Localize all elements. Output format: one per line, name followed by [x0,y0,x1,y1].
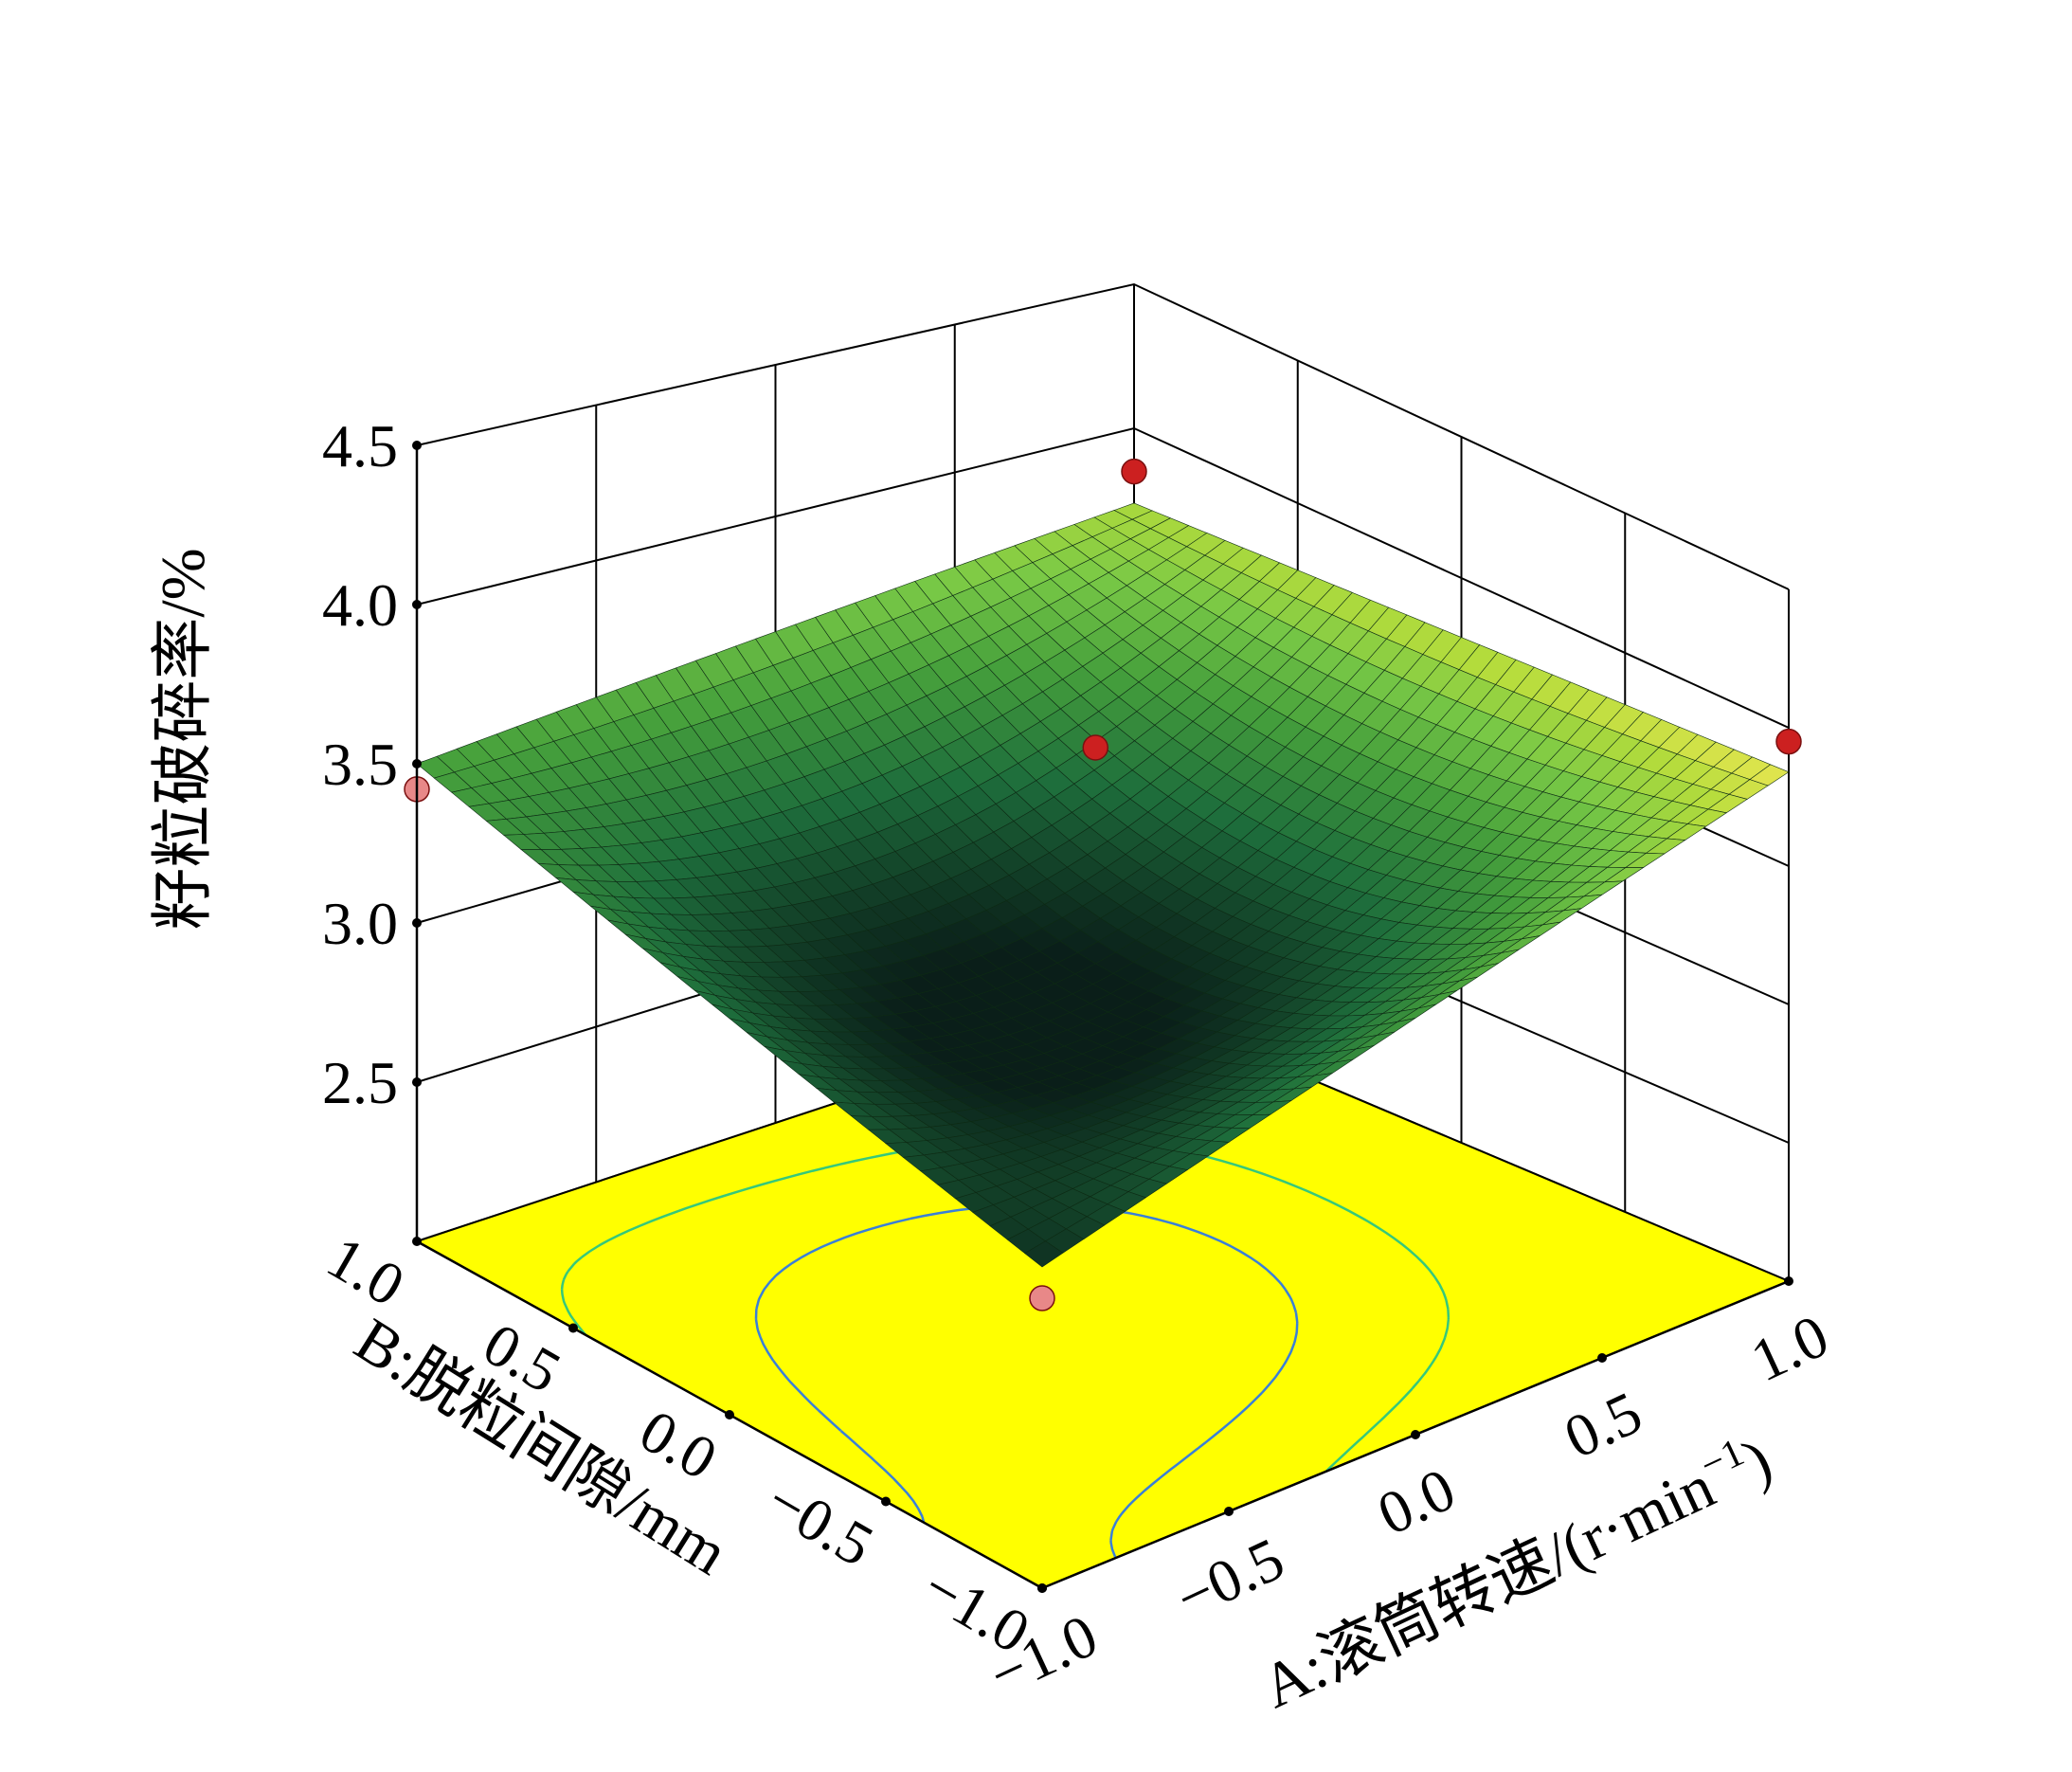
z-tick-dot [412,1077,422,1087]
b-tick-label: 1.0 [316,1223,416,1319]
b-tick-dot [568,1323,578,1333]
z-tick-dot [412,759,422,768]
b-tick-dot [412,1237,422,1246]
surface-cell [1024,1240,1064,1268]
z-axis-title: 籽粒破碎率/% [149,548,218,930]
response-surface [416,502,1790,1268]
design-point [1121,458,1147,485]
design-point [1775,728,1802,755]
design-points [404,458,1802,1311]
z-tick-label: 4.0 [322,571,398,639]
a-tick-dot [1224,1507,1234,1516]
a-tick-dot [1037,1583,1047,1593]
z-tick-dot [412,600,422,609]
z-tick-dot [412,918,422,928]
z-tick-label: 3.5 [322,731,398,798]
design-point [1082,734,1108,761]
design-point [1029,1285,1055,1311]
a-tick-dot [1784,1276,1793,1286]
a-tick-label: 0.0 [1368,1455,1466,1547]
a-axis-title-main: A:滚筒转速/(r·min [1252,1452,1724,1722]
z-tick-label: 2.5 [322,1049,398,1116]
b-tick-dot [725,1410,734,1419]
a-tick-label: 0.5 [1555,1378,1652,1471]
z-tick-dot [412,441,422,450]
axes [412,441,1793,1593]
a-tick-dot [1411,1430,1420,1439]
z-tick-label: 3.0 [322,890,398,957]
a-tick-dot [1597,1353,1607,1363]
z-tick-label: 4.5 [322,412,398,479]
a-tick-label: 1.0 [1741,1301,1839,1394]
b-tick-dot [881,1496,891,1507]
a-tick-label: −0.5 [1165,1525,1293,1632]
